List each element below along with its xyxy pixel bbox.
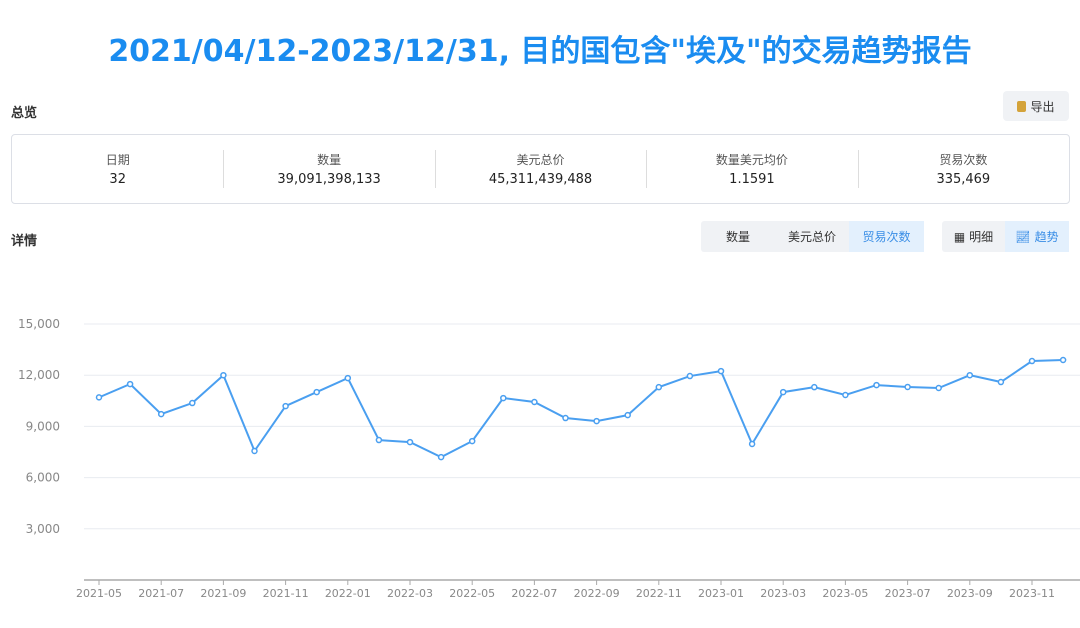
stat-avg-price: 数量美元均价 1.1591	[646, 135, 857, 203]
data-point	[157, 410, 165, 418]
data-point	[468, 437, 476, 445]
data-point	[873, 381, 880, 389]
data-point	[624, 411, 631, 419]
data-point	[1028, 357, 1036, 365]
x-tick-label: 2022-03	[387, 587, 433, 600]
data-point	[531, 398, 538, 406]
stat-label: 贸易次数	[939, 153, 988, 167]
stat-value: 45,311,439,488	[488, 172, 593, 187]
data-point	[282, 402, 289, 410]
export-button[interactable]: 导出	[1003, 91, 1069, 121]
view-tabs: ▦ 明细 📈︎ 趋势	[942, 221, 1069, 252]
export-label: 导出	[1030, 99, 1055, 114]
x-tick-label: 2023-09	[947, 587, 993, 600]
data-point	[406, 438, 414, 446]
x-tick-label: 2023-01	[698, 587, 744, 600]
data-point	[655, 383, 663, 391]
stat-label: 美元总价	[516, 153, 565, 167]
data-point	[717, 367, 725, 375]
stat-label: 数量美元均价	[715, 153, 788, 167]
stat-value: 335,469	[936, 172, 991, 187]
detail-heading: 详情	[11, 234, 38, 249]
x-tick-label: 2023-05	[822, 587, 868, 600]
data-point	[562, 414, 569, 422]
stat-value: 32	[109, 172, 126, 187]
stat-value: 39,091,398,133	[277, 172, 381, 187]
table-icon: ▦	[953, 229, 966, 244]
x-tick-label: 2023-03	[760, 587, 806, 600]
data-point	[1059, 356, 1067, 364]
x-tick-label: 2022-01	[325, 587, 371, 600]
stat-label: 日期	[105, 153, 130, 167]
data-point	[593, 417, 600, 425]
y-tick-label: 6,000	[26, 471, 60, 485]
tab-label: 趋势	[1034, 230, 1059, 244]
data-point	[220, 371, 227, 379]
data-point	[500, 394, 507, 402]
tab-usd-total[interactable]: 美元总价	[787, 230, 836, 244]
x-tick-label: 2021-09	[200, 587, 246, 600]
data-point	[251, 447, 258, 455]
stat-value: 1.1591	[729, 172, 775, 187]
x-tick-label: 2021-07	[138, 587, 184, 600]
y-tick-label: 15,000	[18, 317, 60, 331]
data-point	[842, 391, 849, 399]
x-tick-label: 2021-05	[76, 587, 122, 600]
tab-quantity[interactable]: 数量	[725, 230, 750, 244]
stat-quantity: 数量 39,091,398,133	[223, 135, 434, 203]
x-tick-label: 2022-07	[511, 587, 557, 600]
tab-label: 明细	[969, 230, 994, 244]
series-line	[98, 359, 1064, 459]
tab-detail[interactable]: ▦ 明细	[942, 221, 1005, 252]
data-point	[748, 440, 756, 448]
tab-trade-count[interactable]: 贸易次数	[849, 221, 924, 252]
line-chart-icon: 📈︎	[1015, 229, 1031, 244]
x-tick-label: 2023-07	[885, 587, 931, 600]
x-tick-label: 2023-11	[1009, 587, 1055, 600]
data-point	[904, 383, 911, 391]
x-tick-label: 2022-11	[636, 587, 682, 600]
y-tick-label: 12,000	[18, 368, 60, 382]
data-point	[997, 378, 1005, 386]
data-point	[935, 384, 942, 392]
data-point	[437, 453, 445, 461]
stat-date: 日期 32	[12, 135, 223, 203]
summary-panel: 日期 32 数量 39,091,398,133 美元总价 45,311,439,488…	[11, 134, 1070, 204]
stat-trade-count: 贸易次数 335,469	[857, 135, 1069, 203]
data-point	[313, 388, 320, 396]
y-tick-label: 9,000	[26, 419, 60, 433]
data-point	[375, 436, 383, 444]
export-icon	[1017, 100, 1027, 112]
data-point	[189, 399, 196, 407]
data-point	[95, 394, 103, 401]
y-tick-label: 3,000	[26, 522, 60, 536]
x-tick-label: 2021-11	[263, 587, 309, 600]
data-point	[126, 380, 134, 388]
stat-usd-total: 美元总价 45,311,439,488	[434, 135, 646, 203]
data-point	[686, 372, 694, 380]
overview-heading: 总览	[11, 106, 38, 121]
data-point	[966, 371, 974, 379]
page-title: 2021/04/12-2023/12/31, 目的国包含"埃及"的交易趋势报告	[108, 34, 972, 69]
tab-trend[interactable]: 📈︎ 趋势	[1005, 221, 1069, 252]
x-tick-label: 2022-05	[449, 587, 495, 600]
stat-label: 数量	[317, 153, 342, 167]
data-point	[779, 388, 787, 396]
data-point	[811, 383, 818, 391]
x-tick-label: 2022-09	[574, 587, 620, 600]
data-point	[344, 374, 352, 382]
metric-tabs: 数量 美元总价 贸易次数	[701, 221, 924, 252]
